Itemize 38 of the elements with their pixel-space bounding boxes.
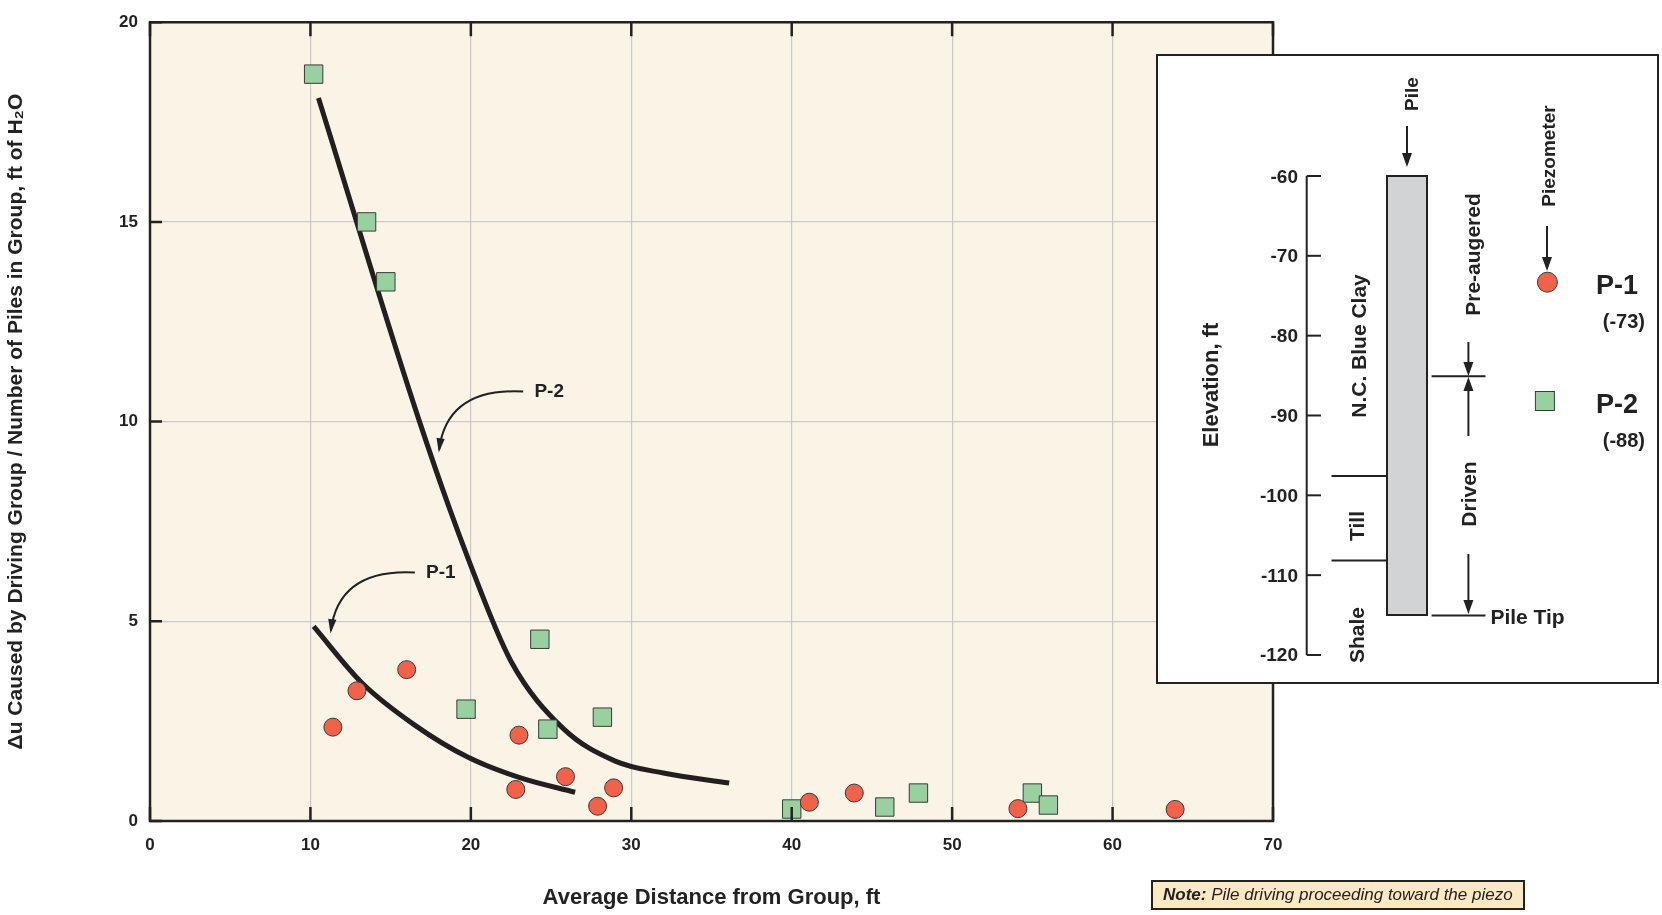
x-tick-label: 0 xyxy=(145,834,155,854)
x-tick-label: 40 xyxy=(782,834,802,854)
x-tick-label: 70 xyxy=(1263,834,1283,854)
annotation: Elevation, ft xyxy=(1198,321,1223,448)
text: Driven xyxy=(1456,461,1480,527)
legend-label: P-1 xyxy=(1596,270,1639,301)
annotation: -100 xyxy=(1259,484,1298,506)
annotation: -70 xyxy=(1270,245,1298,267)
text: Note: Pile driving proceeding toward the piezo xyxy=(1151,880,1525,910)
text: Pre-augered xyxy=(1461,193,1485,316)
annotation: -110 xyxy=(1261,564,1298,586)
annotation: -90 xyxy=(1270,404,1298,426)
text: Shale xyxy=(1344,606,1368,664)
x-tick-label: 20 xyxy=(461,834,481,854)
x-tick-label: 30 xyxy=(621,834,641,854)
y-tick-label: 15 xyxy=(119,211,138,231)
x-tick-label: 50 xyxy=(942,834,962,854)
annotation: P-2 xyxy=(534,379,564,401)
text: Till xyxy=(1344,511,1368,541)
text: Piezometer xyxy=(1537,105,1559,207)
text: Pile Tip xyxy=(1490,604,1565,628)
annotation: -80 xyxy=(1270,325,1298,347)
annotation: -60 xyxy=(1270,165,1298,187)
y-tick-label: 10 xyxy=(119,411,138,431)
y-tick-label: 20 xyxy=(119,11,138,31)
y-axis-title: Δu Caused by Driving Group / Number of Piles in Group, ft of H₂O xyxy=(3,93,27,750)
legend-label: P-2 xyxy=(1596,389,1639,419)
y-tick-label: 5 xyxy=(128,610,138,630)
text: N.C. Blue Clay xyxy=(1346,274,1370,418)
y-tick-label: 0 xyxy=(128,810,138,830)
text: (-73) xyxy=(1602,310,1646,333)
x-tick-label: 60 xyxy=(1103,834,1123,854)
annotation: -120 xyxy=(1259,644,1298,666)
annotation: P-1 xyxy=(426,560,457,582)
x-axis-title: Average Distance from Group, ft xyxy=(542,883,882,909)
x-tick-label: 10 xyxy=(300,834,320,854)
text: (-88) xyxy=(1602,429,1646,451)
text: Pile xyxy=(1401,77,1422,111)
